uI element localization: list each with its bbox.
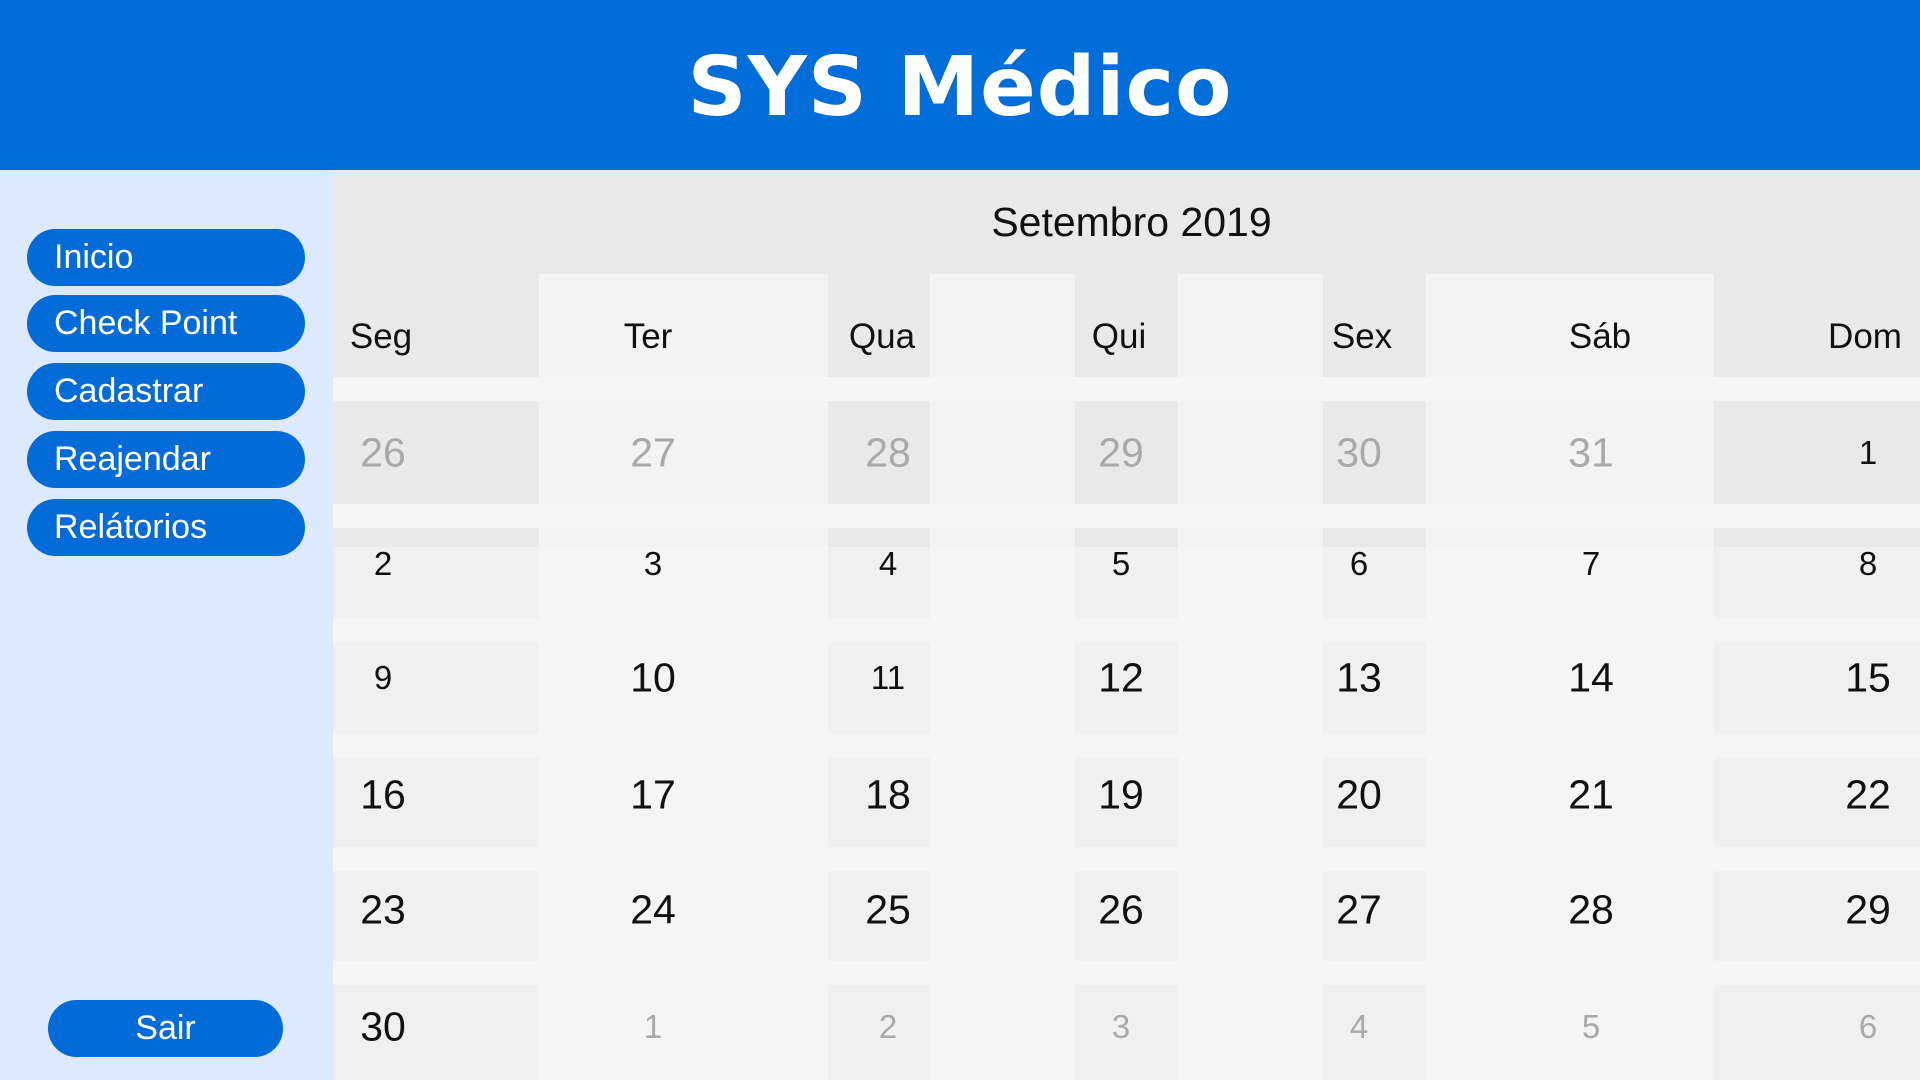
- calendar-day[interactable]: 25: [865, 886, 911, 933]
- header-band: [539, 274, 828, 547]
- weekday-sex: Sex: [1331, 317, 1393, 356]
- row-separator: [333, 847, 1920, 871]
- nav-button-cadastrar[interactable]: Cadastrar: [27, 363, 305, 420]
- sidebar: Inicio Check Point Cadastrar Reajendar R…: [0, 170, 333, 1080]
- calendar-day[interactable]: 16: [360, 771, 406, 818]
- calendar-day[interactable]: 12: [1098, 654, 1144, 701]
- calendar-day-other-month[interactable]: 6: [1858, 1008, 1878, 1045]
- calendar-day-other-month[interactable]: 2: [878, 1008, 898, 1045]
- calendar-day-other-month[interactable]: 28: [865, 429, 911, 476]
- calendar-day[interactable]: 27: [1336, 886, 1382, 933]
- calendar-day[interactable]: 15: [1845, 654, 1891, 701]
- calendar-day[interactable]: 26: [1098, 886, 1144, 933]
- calendar-day-other-month[interactable]: 26: [360, 429, 406, 476]
- calendar-day[interactable]: 9: [373, 659, 393, 696]
- calendar-day[interactable]: 17: [630, 771, 676, 818]
- calendar-day[interactable]: 1: [1858, 434, 1878, 471]
- header-band: [333, 274, 539, 547]
- weekday-dom: Dom: [1828, 317, 1902, 356]
- header-band: [1178, 274, 1323, 547]
- calendar-day[interactable]: 5: [1111, 545, 1131, 582]
- weekday-seg: Seg: [349, 317, 413, 356]
- calendar-day-other-month[interactable]: 4: [1349, 1008, 1369, 1045]
- calendar-day[interactable]: 22: [1845, 771, 1891, 818]
- header-band: [828, 274, 930, 547]
- calendar-day[interactable]: 2: [373, 545, 393, 582]
- nav-button-relatorios[interactable]: Relátorios: [27, 499, 305, 556]
- calendar-day[interactable]: 7: [1581, 545, 1601, 582]
- row-separator: [333, 377, 1920, 401]
- calendar-day[interactable]: 10: [630, 654, 676, 701]
- calendar-day[interactable]: 19: [1098, 771, 1144, 818]
- calendar-day[interactable]: 28: [1568, 886, 1614, 933]
- calendar-day[interactable]: 8: [1858, 545, 1878, 582]
- month-band: [333, 170, 1920, 274]
- calendar-day[interactable]: 4: [878, 545, 898, 582]
- calendar-day[interactable]: 20: [1336, 771, 1382, 818]
- nav-button-inicio[interactable]: Inicio: [27, 229, 305, 286]
- calendar-day[interactable]: 23: [360, 886, 406, 933]
- nav-button-reajendar[interactable]: Reajendar: [27, 431, 305, 488]
- header-band: [1426, 274, 1714, 547]
- header-band: [1323, 274, 1426, 547]
- calendar-day-other-month[interactable]: 27: [630, 429, 676, 476]
- calendar-day[interactable]: 14: [1568, 654, 1614, 701]
- calendar-day[interactable]: 3: [643, 545, 663, 582]
- calendar-day[interactable]: 24: [630, 886, 676, 933]
- calendar-day[interactable]: 21: [1568, 771, 1614, 818]
- calendar-day-other-month[interactable]: 3: [1111, 1008, 1131, 1045]
- month-title: Setembro 2019: [991, 199, 1272, 245]
- calendar-day-other-month[interactable]: 30: [1336, 429, 1382, 476]
- weekday-ter: Ter: [623, 317, 673, 356]
- logout-button[interactable]: Sair: [48, 1000, 283, 1057]
- row-separator: [333, 619, 1920, 643]
- calendar-day-other-month[interactable]: 1: [643, 1008, 663, 1045]
- calendar-day[interactable]: 13: [1336, 654, 1382, 701]
- row-separator: [333, 504, 1920, 528]
- weekday-qui: Qui: [1091, 317, 1147, 356]
- header-band: [1075, 274, 1178, 547]
- calendar-day-other-month[interactable]: 5: [1581, 1008, 1601, 1045]
- calendar-day[interactable]: 18: [865, 771, 911, 818]
- calendar-day-other-month[interactable]: 29: [1098, 429, 1144, 476]
- calendar-day[interactable]: 11: [870, 659, 906, 696]
- calendar-day[interactable]: 30: [360, 1003, 406, 1050]
- app-title: SYS Médico: [687, 39, 1233, 135]
- header-band: [930, 274, 1075, 547]
- row-separator: [333, 733, 1920, 757]
- calendar-day[interactable]: 6: [1349, 545, 1369, 582]
- calendar-day[interactable]: 29: [1845, 886, 1891, 933]
- calendar-day-other-month[interactable]: 31: [1568, 429, 1614, 476]
- app-header: SYS Médico: [0, 0, 1920, 170]
- weekday-qua: Qua: [848, 317, 916, 356]
- calendar: Setembro 2019 Seg Ter Qua Qui Sex Sáb Do…: [333, 170, 1920, 1080]
- row-separator: [333, 961, 1920, 985]
- header-band: [1714, 274, 1920, 547]
- nav-button-check-point[interactable]: Check Point: [27, 295, 305, 352]
- weekday-sab: Sáb: [1568, 317, 1632, 356]
